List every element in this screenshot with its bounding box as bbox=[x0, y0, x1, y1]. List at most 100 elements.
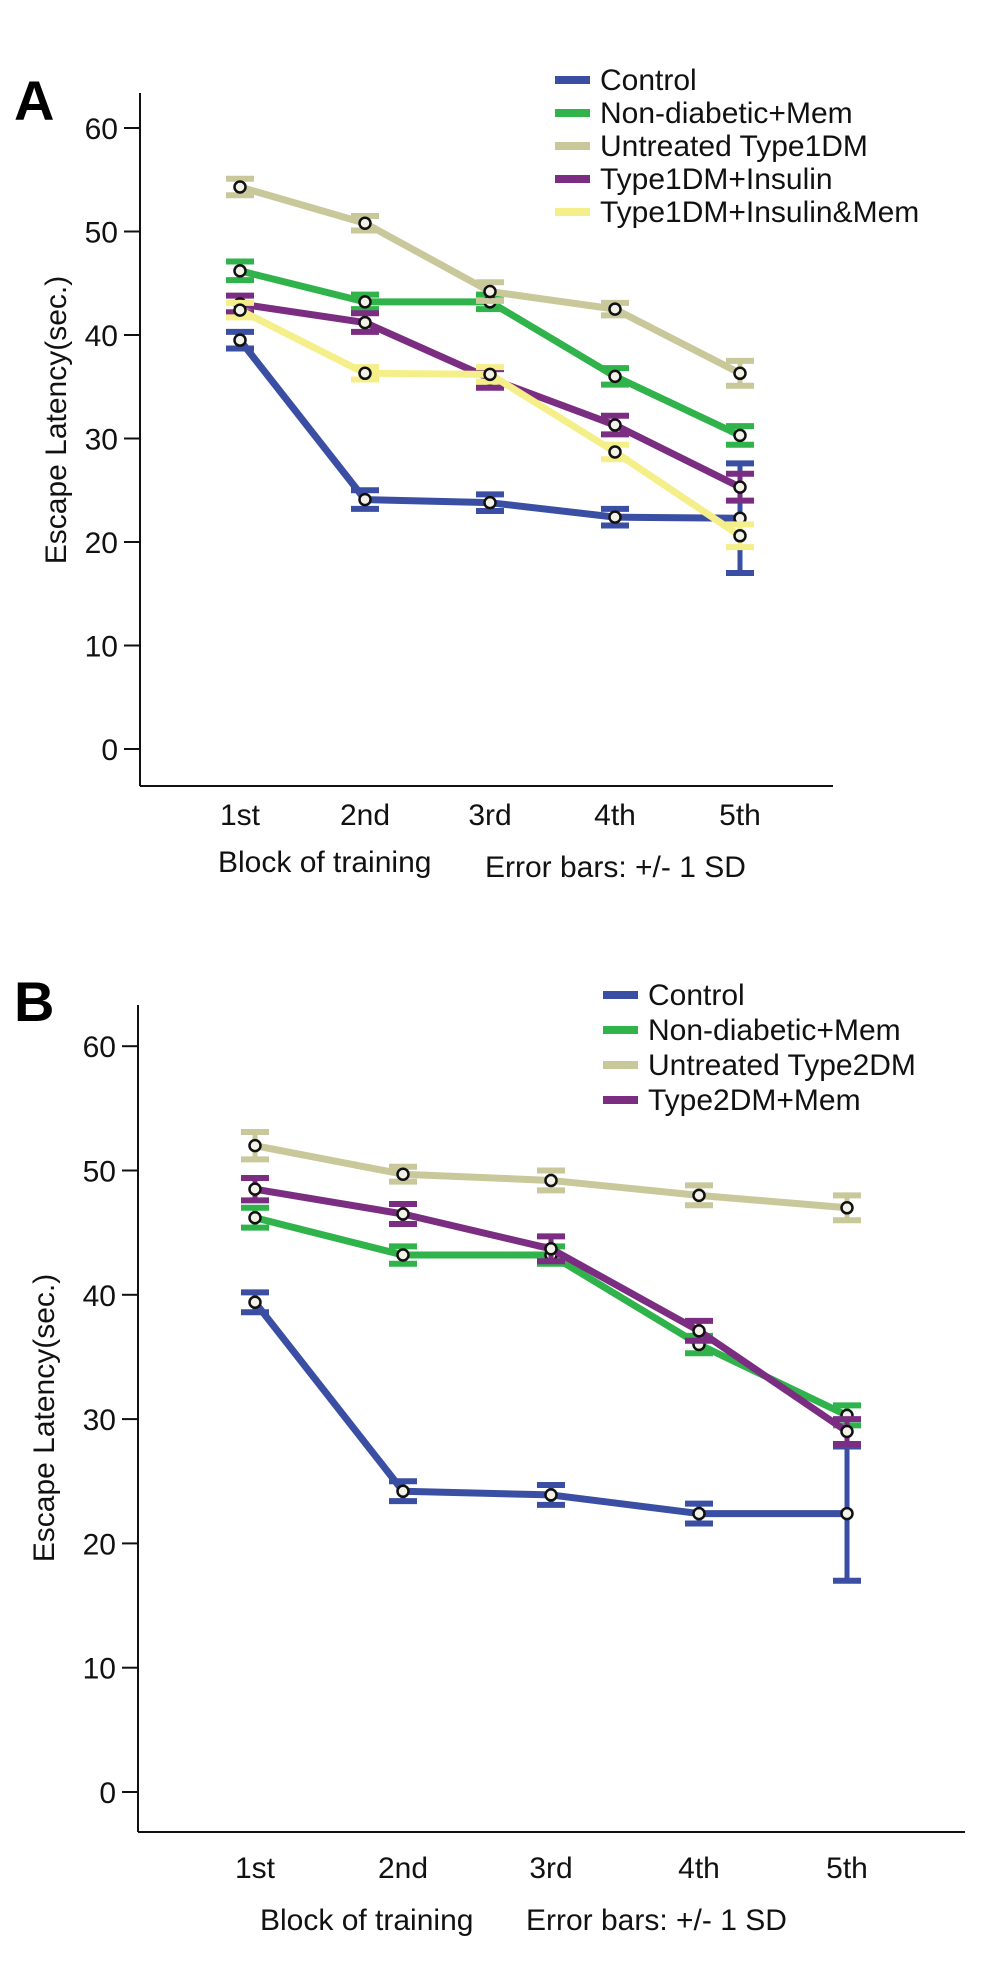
panel-b-x-axis-title: Block of training bbox=[260, 1904, 473, 1937]
data-point bbox=[233, 264, 247, 278]
series-line bbox=[254, 1185, 849, 1435]
panel-a-errorbar-note: Error bars: +/- 1 SD bbox=[485, 851, 746, 884]
panel-b-x-ticks: 1st 2nd 3rd 4th 5th bbox=[235, 1852, 868, 1885]
panel-a-y-tick-label: 30 bbox=[85, 424, 118, 457]
panel-a-x-tick-label: 2nd bbox=[340, 799, 390, 832]
legend-label: Non-diabetic+Mem bbox=[600, 97, 853, 130]
legend-item: Untreated Type2DM bbox=[603, 1049, 916, 1082]
panel-a-y-tick-label: 0 bbox=[101, 734, 118, 767]
panel-a-label: A bbox=[14, 69, 54, 132]
data-point bbox=[248, 1138, 262, 1153]
panel-b-x-tick-label: 2nd bbox=[378, 1852, 428, 1885]
panel-b-y-tick-label: 40 bbox=[83, 1280, 116, 1313]
legend-item: Type1DM+Insulin bbox=[555, 163, 833, 196]
data-point bbox=[608, 418, 622, 432]
data-point bbox=[608, 510, 622, 524]
panel-b-y-tick-label: 20 bbox=[83, 1528, 116, 1561]
data-point bbox=[483, 367, 497, 382]
data-point bbox=[733, 428, 747, 443]
data-point bbox=[840, 1424, 854, 1439]
legend-item: Type1DM+Insulin&Mem bbox=[555, 196, 919, 229]
data-point bbox=[396, 1484, 410, 1498]
data-point bbox=[358, 315, 372, 330]
data-point bbox=[248, 1182, 262, 1196]
data-point bbox=[692, 1506, 706, 1521]
legend-label: Non-diabetic+Mem bbox=[648, 1014, 901, 1047]
panel-a-x-axis-title: Block of training bbox=[218, 846, 431, 879]
data-point bbox=[233, 333, 247, 347]
panel-b-y-tick-label: 0 bbox=[99, 1777, 116, 1810]
data-point bbox=[248, 1210, 262, 1225]
legend-label: Untreated Type2DM bbox=[648, 1049, 916, 1082]
data-point bbox=[733, 366, 747, 381]
panel-a-x-ticks: 1st 2nd 3rd 4th 5th bbox=[220, 799, 761, 832]
panel-b: B Escape Latency(sec.) Block of training… bbox=[14, 970, 965, 1937]
data-point bbox=[733, 529, 747, 543]
legend-item: Non-diabetic+Mem bbox=[555, 97, 853, 130]
panel-a-y-axis-title: Escape Latency(sec.) bbox=[40, 276, 73, 564]
legend-label: Control bbox=[648, 979, 745, 1012]
data-point bbox=[608, 302, 622, 316]
data-point bbox=[396, 1248, 410, 1262]
panel-a: A Escape Latency(sec.) Block of training… bbox=[14, 64, 919, 884]
legend-label: Control bbox=[600, 64, 697, 97]
data-point bbox=[544, 1488, 558, 1502]
data-point bbox=[544, 1173, 558, 1188]
data-point bbox=[733, 480, 747, 494]
panel-b-series-0 bbox=[241, 1289, 861, 1584]
panel-a-series bbox=[226, 175, 754, 577]
data-point bbox=[544, 1242, 558, 1256]
series-line bbox=[252, 1300, 847, 1518]
panel-b-errorbar-note: Error bars: +/- 1 SD bbox=[526, 1904, 787, 1937]
legend-item: Type2DM+Mem bbox=[603, 1084, 861, 1117]
data-point bbox=[692, 1188, 706, 1203]
panel-b-y-tick-label: 50 bbox=[83, 1156, 116, 1189]
data-point bbox=[358, 295, 372, 309]
legend-item: Control bbox=[603, 979, 745, 1012]
panel-b-x-tick-label: 1st bbox=[235, 1852, 276, 1885]
data-point bbox=[358, 216, 372, 230]
legend-label: Type1DM+Insulin bbox=[600, 163, 833, 196]
panel-a-x-tick-label: 5th bbox=[719, 799, 761, 832]
panel-a-x-tick-label: 4th bbox=[594, 799, 636, 832]
panel-b-y-axis-title: Escape Latency(sec.) bbox=[28, 1274, 61, 1562]
data-point bbox=[396, 1167, 410, 1181]
legend-label: Untreated Type1DM bbox=[600, 130, 868, 163]
panel-a-series-0 bbox=[226, 328, 754, 577]
data-point bbox=[608, 369, 622, 384]
panel-a-y-tick-label: 10 bbox=[85, 631, 118, 664]
panel-b-label: B bbox=[14, 970, 54, 1033]
legend-item: Untreated Type1DM bbox=[555, 130, 868, 163]
panel-a-series-2 bbox=[226, 175, 754, 389]
data-point bbox=[233, 303, 247, 317]
data-point bbox=[396, 1207, 410, 1221]
panel-b-series-2 bbox=[241, 1128, 861, 1224]
data-point bbox=[692, 1324, 706, 1338]
panel-b-y-ticks: 0 10 20 30 40 50 60 bbox=[83, 1031, 138, 1810]
legend-item: Control bbox=[555, 64, 697, 97]
panel-a-series-3 bbox=[226, 292, 754, 504]
legend-label: Type2DM+Mem bbox=[648, 1084, 861, 1117]
panel-b-series-3 bbox=[241, 1174, 861, 1447]
data-point bbox=[483, 284, 497, 299]
data-point bbox=[840, 1506, 854, 1521]
data-point bbox=[248, 1295, 262, 1310]
legend-label: Type1DM+Insulin&Mem bbox=[600, 196, 919, 229]
panel-b-x-tick-label: 4th bbox=[678, 1852, 720, 1885]
panel-a-x-tick-label: 1st bbox=[220, 799, 261, 832]
data-point bbox=[358, 366, 372, 381]
panel-a-y-tick-label: 50 bbox=[85, 217, 118, 250]
data-point bbox=[233, 180, 247, 194]
panel-b-x-tick-label: 3rd bbox=[529, 1852, 572, 1885]
data-point bbox=[840, 1201, 854, 1215]
panel-b-series bbox=[241, 1128, 861, 1584]
panel-a-y-tick-label: 40 bbox=[85, 320, 118, 353]
data-point bbox=[483, 495, 497, 510]
panel-a-y-tick-label: 60 bbox=[85, 113, 118, 146]
panel-a-x-tick-label: 3rd bbox=[468, 799, 511, 832]
panel-b-y-tick-label: 60 bbox=[83, 1031, 116, 1064]
data-point bbox=[358, 492, 372, 507]
